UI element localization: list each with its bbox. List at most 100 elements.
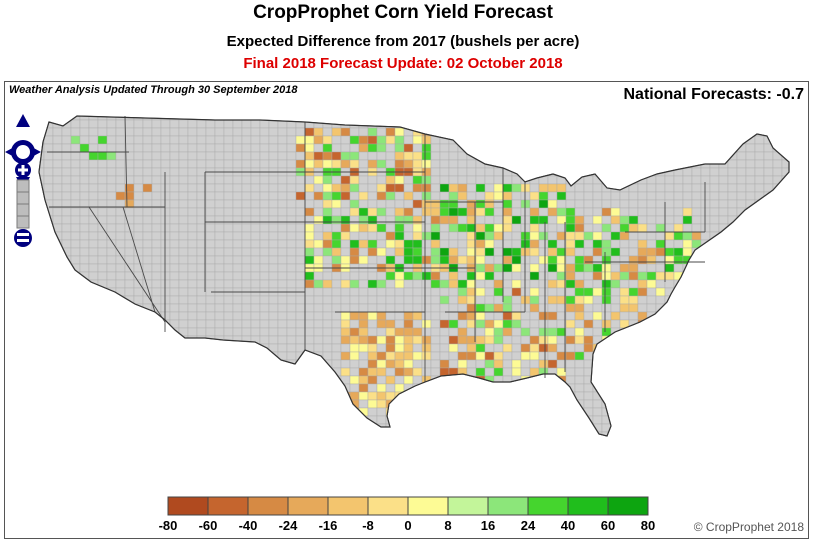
county-cell[interactable]	[484, 263, 495, 273]
county-cell[interactable]	[421, 112, 432, 121]
county-cell[interactable]	[394, 415, 405, 425]
county-cell[interactable]	[448, 359, 459, 369]
county-cell[interactable]	[295, 327, 306, 337]
county-cell[interactable]	[475, 263, 486, 273]
county-cell[interactable]	[637, 303, 648, 313]
county-cell[interactable]	[97, 255, 108, 265]
county-cell[interactable]	[646, 271, 657, 281]
county-cell[interactable]	[394, 151, 405, 161]
county-cell[interactable]	[214, 223, 225, 233]
county-cell[interactable]	[97, 359, 108, 369]
county-cell[interactable]	[52, 303, 63, 313]
county-cell[interactable]	[61, 223, 72, 233]
county-cell[interactable]	[718, 255, 729, 265]
county-cell[interactable]	[331, 135, 342, 145]
county-cell[interactable]	[187, 351, 198, 361]
county-cell[interactable]	[286, 223, 297, 233]
county-cell[interactable]	[178, 287, 189, 297]
county-cell[interactable]	[700, 215, 711, 225]
county-cell[interactable]	[646, 327, 657, 337]
county-cell[interactable]	[97, 231, 108, 241]
county-cell[interactable]	[358, 159, 369, 169]
county-cell[interactable]	[475, 311, 486, 321]
county-cell[interactable]	[358, 207, 369, 217]
county-cell[interactable]	[277, 223, 288, 233]
county-cell[interactable]	[304, 415, 315, 425]
county-cell[interactable]	[610, 151, 621, 161]
county-cell[interactable]	[313, 335, 324, 345]
county-cell[interactable]	[187, 159, 198, 169]
county-cell[interactable]	[376, 127, 387, 137]
county-cell[interactable]	[655, 183, 666, 193]
county-cell[interactable]	[520, 151, 531, 161]
county-cell[interactable]	[493, 112, 504, 121]
county-cell[interactable]	[439, 335, 450, 345]
county-cell[interactable]	[502, 391, 513, 401]
county-cell[interactable]	[682, 359, 693, 369]
county-cell[interactable]	[547, 319, 558, 329]
county-cell[interactable]	[781, 399, 791, 409]
county-cell[interactable]	[502, 175, 513, 185]
county-cell[interactable]	[655, 143, 666, 153]
county-cell[interactable]	[214, 415, 225, 425]
county-cell[interactable]	[250, 383, 261, 393]
county-cell[interactable]	[196, 423, 207, 433]
county-cell[interactable]	[610, 415, 621, 425]
county-cell[interactable]	[637, 239, 648, 249]
county-cell[interactable]	[754, 287, 765, 297]
county-cell[interactable]	[700, 359, 711, 369]
county-cell[interactable]	[169, 359, 180, 369]
county-cell[interactable]	[709, 223, 720, 233]
county-cell[interactable]	[439, 431, 450, 440]
county-cell[interactable]	[88, 151, 99, 161]
county-cell[interactable]	[781, 431, 791, 440]
county-cell[interactable]	[385, 239, 396, 249]
county-cell[interactable]	[718, 327, 729, 337]
county-cell[interactable]	[421, 191, 432, 201]
county-cell[interactable]	[619, 311, 630, 321]
county-cell[interactable]	[178, 383, 189, 393]
county-cell[interactable]	[529, 119, 540, 129]
county-cell[interactable]	[475, 271, 486, 281]
county-cell[interactable]	[304, 383, 315, 393]
county-cell[interactable]	[160, 191, 171, 201]
county-cell[interactable]	[115, 151, 126, 161]
county-cell[interactable]	[214, 375, 225, 385]
county-cell[interactable]	[511, 183, 522, 193]
county-cell[interactable]	[781, 303, 791, 313]
county-cell[interactable]	[421, 183, 432, 193]
county-cell[interactable]	[529, 279, 540, 289]
county-cell[interactable]	[376, 359, 387, 369]
county-cell[interactable]	[574, 287, 585, 297]
county-cell[interactable]	[763, 295, 774, 305]
county-cell[interactable]	[403, 319, 414, 329]
county-cell[interactable]	[142, 255, 153, 265]
county-cell[interactable]	[232, 391, 243, 401]
county-cell[interactable]	[745, 359, 756, 369]
county-cell[interactable]	[205, 335, 216, 345]
county-cell[interactable]	[376, 327, 387, 337]
county-cell[interactable]	[736, 223, 747, 233]
county-cell[interactable]	[529, 287, 540, 297]
county-cell[interactable]	[151, 327, 162, 337]
county-cell[interactable]	[79, 431, 90, 440]
county-cell[interactable]	[403, 183, 414, 193]
county-cell[interactable]	[493, 247, 504, 257]
county-cell[interactable]	[700, 191, 711, 201]
county-cell[interactable]	[358, 431, 369, 440]
county-cell[interactable]	[718, 127, 729, 137]
county-cell[interactable]	[547, 407, 558, 417]
county-cell[interactable]	[241, 295, 252, 305]
county-cell[interactable]	[628, 207, 639, 217]
county-cell[interactable]	[160, 271, 171, 281]
county-cell[interactable]	[538, 247, 549, 257]
county-cell[interactable]	[646, 151, 657, 161]
county-cell[interactable]	[430, 431, 441, 440]
county-cell[interactable]	[376, 183, 387, 193]
county-cell[interactable]	[439, 183, 450, 193]
county-cell[interactable]	[304, 127, 315, 137]
county-cell[interactable]	[277, 159, 288, 169]
county-cell[interactable]	[322, 375, 333, 385]
county-cell[interactable]	[178, 319, 189, 329]
county-cell[interactable]	[664, 199, 675, 209]
